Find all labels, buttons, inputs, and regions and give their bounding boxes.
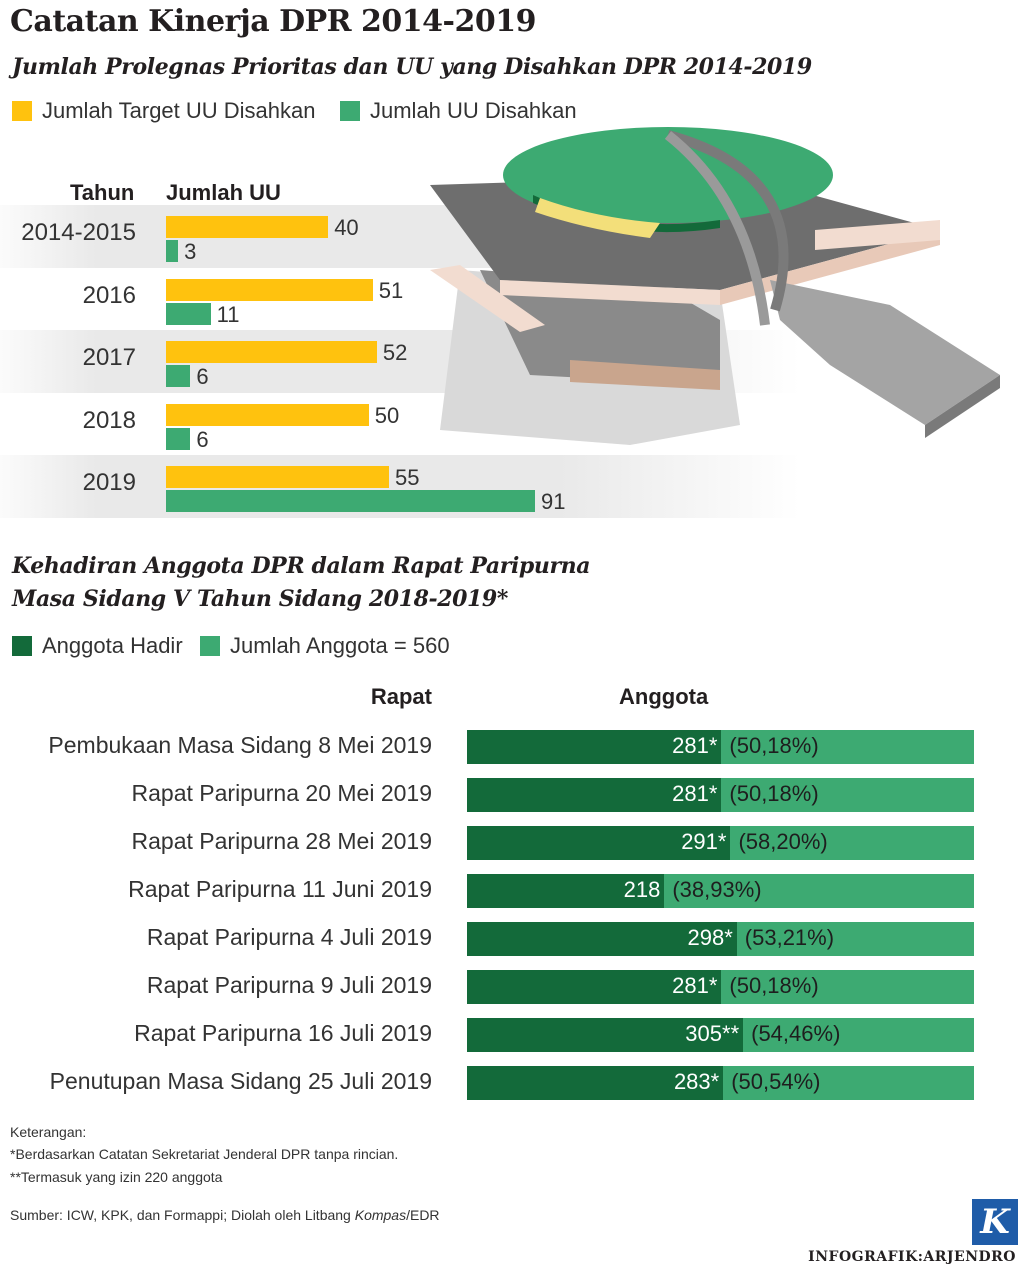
percentage-label: (38,93%) — [672, 877, 762, 902]
anggota-hadir-bar — [467, 922, 737, 956]
target-value-label: 40 — [334, 215, 359, 240]
target-value-label: 52 — [382, 340, 408, 365]
column-header-rapat: Rapat — [370, 684, 432, 709]
building-colonnade — [570, 360, 720, 390]
source-suffix: /EDR — [406, 1207, 440, 1223]
anggota-hadir-value: 283* — [673, 1069, 720, 1094]
anggota-hadir-value: 218 — [623, 877, 661, 902]
legend-hadir: Anggota Hadir — [12, 633, 183, 659]
target-value-label: 55 — [395, 465, 420, 490]
anggota-hadir-value: 305** — [685, 1021, 740, 1046]
year-label: 2018 — [82, 406, 136, 434]
footnote-1: *Berdasarkan Catatan Sekretariat Jendera… — [10, 1146, 399, 1162]
building-right-wing — [815, 220, 940, 250]
chart2-subtitle-line1: Kehadiran Anggota DPR dalam Rapat Paripu… — [12, 553, 591, 579]
rapat-label: Rapat Paripurna 11 Juni 2019 — [128, 876, 432, 902]
disahkan-value-label: 11 — [216, 301, 240, 327]
anggota-hadir-value: 298* — [687, 925, 733, 950]
percentage-label: (53,21%) — [744, 925, 835, 950]
legend-target-swatch — [12, 101, 32, 121]
year-label: 2014-2015 — [21, 219, 136, 246]
rapat-label: Penutupan Masa Sidang 25 Juli 2019 — [49, 1068, 432, 1094]
rapat-label: Rapat Paripurna 20 Mei 2019 — [131, 780, 432, 806]
percentage-label: (50,18%) — [729, 781, 819, 806]
rapat-label: Pembukaan Masa Sidang 8 Mei 2019 — [48, 732, 432, 758]
legend-jumlah-anggota-label: Jumlah Anggota = 560 — [230, 633, 450, 658]
kompas-logo: K — [972, 1199, 1018, 1245]
dome-arch-right — [666, 130, 789, 312]
target-bar — [166, 341, 377, 363]
infographic-credit: INFOGRAFIK:ARJENDRO — [808, 1249, 1016, 1265]
dome-yellow-face — [535, 198, 660, 238]
year-label: 2017 — [82, 344, 136, 371]
percentage-label: (58,20%) — [738, 829, 828, 854]
disahkan-value-label: 6 — [196, 364, 209, 389]
legend-jumlah-anggota-swatch — [200, 636, 220, 656]
legend-target-label: Jumlah Target UU Disahkan — [42, 98, 316, 123]
anggota-hadir-value: 281* — [672, 973, 718, 998]
rapat-label: Rapat Paripurna 4 Juli 2019 — [146, 924, 432, 950]
legend-hadir-swatch — [12, 636, 32, 656]
percentage-label: (50,54%) — [731, 1069, 821, 1094]
rapat-label: Rapat Paripurna 28 Mei 2019 — [131, 828, 432, 854]
target-bar — [166, 403, 369, 426]
anggota-hadir-bar — [467, 730, 722, 764]
disahkan-bar — [166, 302, 211, 325]
disahkan-value-label: 6 — [196, 426, 209, 452]
target-bar — [166, 278, 373, 301]
percentage-label: (50,18%) — [729, 733, 819, 758]
anggota-hadir-bar — [467, 874, 665, 908]
keterangan-label: Keterangan: — [10, 1124, 87, 1140]
legend-disahkan-swatch — [340, 101, 360, 121]
source-prefix: Sumber: ICW, KPK, dan Formappi; Diolah o… — [10, 1207, 355, 1223]
page-title: Catatan Kinerja DPR 2014-2019 — [10, 4, 536, 39]
anggota-hadir-value: 291* — [681, 829, 727, 854]
disahkan-bar — [166, 365, 191, 387]
rapat-label: Rapat Paripurna 16 Juli 2019 — [134, 1020, 432, 1046]
year-label: 2016 — [82, 281, 136, 309]
anggota-hadir-bar — [467, 1018, 744, 1052]
disahkan-value-label: 3 — [184, 239, 197, 264]
anggota-hadir-value: 281* — [672, 733, 718, 758]
column-header-anggota: Anggota — [619, 684, 709, 709]
column-header-jumlah-uu: Jumlah UU — [166, 180, 281, 205]
year-label: 2019 — [82, 469, 136, 496]
building-ramp — [770, 280, 1000, 425]
building-ramp-side — [925, 375, 1000, 438]
building-left-wing — [430, 265, 545, 332]
anggota-hadir-bar — [467, 778, 722, 812]
building-roof-edge — [500, 280, 720, 305]
disahkan-value-label: 91 — [541, 489, 566, 514]
target-bar — [166, 466, 390, 488]
rapat-label: Rapat Paripurna 9 Juli 2019 — [146, 972, 432, 998]
disahkan-bar — [166, 427, 191, 450]
column-header-tahun: Tahun — [70, 180, 135, 205]
legend-disahkan: Jumlah UU Disahkan — [340, 98, 577, 124]
percentage-label: (50,18%) — [729, 973, 819, 998]
legend-target: Jumlah Target UU Disahkan — [12, 98, 316, 124]
green-dome — [503, 127, 833, 223]
source-note: Sumber: ICW, KPK, dan Formappi; Diolah o… — [10, 1207, 440, 1223]
source-kompas: Kompas — [354, 1207, 407, 1223]
anggota-hadir-value: 281* — [672, 781, 718, 806]
disahkan-bar — [166, 240, 179, 262]
disahkan-bar — [166, 490, 535, 512]
chart1-subtitle: Jumlah Prolegnas Prioritas dan UU yang D… — [12, 54, 812, 80]
percentage-label: (54,46%) — [751, 1021, 841, 1046]
target-value-label: 51 — [378, 277, 404, 303]
target-bar — [166, 216, 329, 238]
legend-jumlah-anggota: Jumlah Anggota = 560 — [200, 633, 450, 659]
legend-hadir-label: Anggota Hadir — [42, 633, 183, 658]
dome-arch-left — [664, 131, 770, 326]
anggota-hadir-bar — [467, 970, 722, 1004]
kehadiran-bar-chart: Pembukaan Masa Sidang 8 Mei 2019 281* (50,… — [0, 726, 1024, 1106]
legend-disahkan-label: Jumlah UU Disahkan — [370, 98, 577, 123]
footnote-2: **Termasuk yang izin 220 anggota — [10, 1169, 223, 1185]
anggota-hadir-bar — [467, 826, 731, 860]
parliament-building-illustration — [430, 127, 1000, 445]
anggota-hadir-bar — [467, 1066, 724, 1100]
chart2-subtitle-line2: Masa Sidang V Tahun Sidang 2018-2019* — [12, 586, 508, 612]
target-value-label: 50 — [374, 402, 400, 428]
